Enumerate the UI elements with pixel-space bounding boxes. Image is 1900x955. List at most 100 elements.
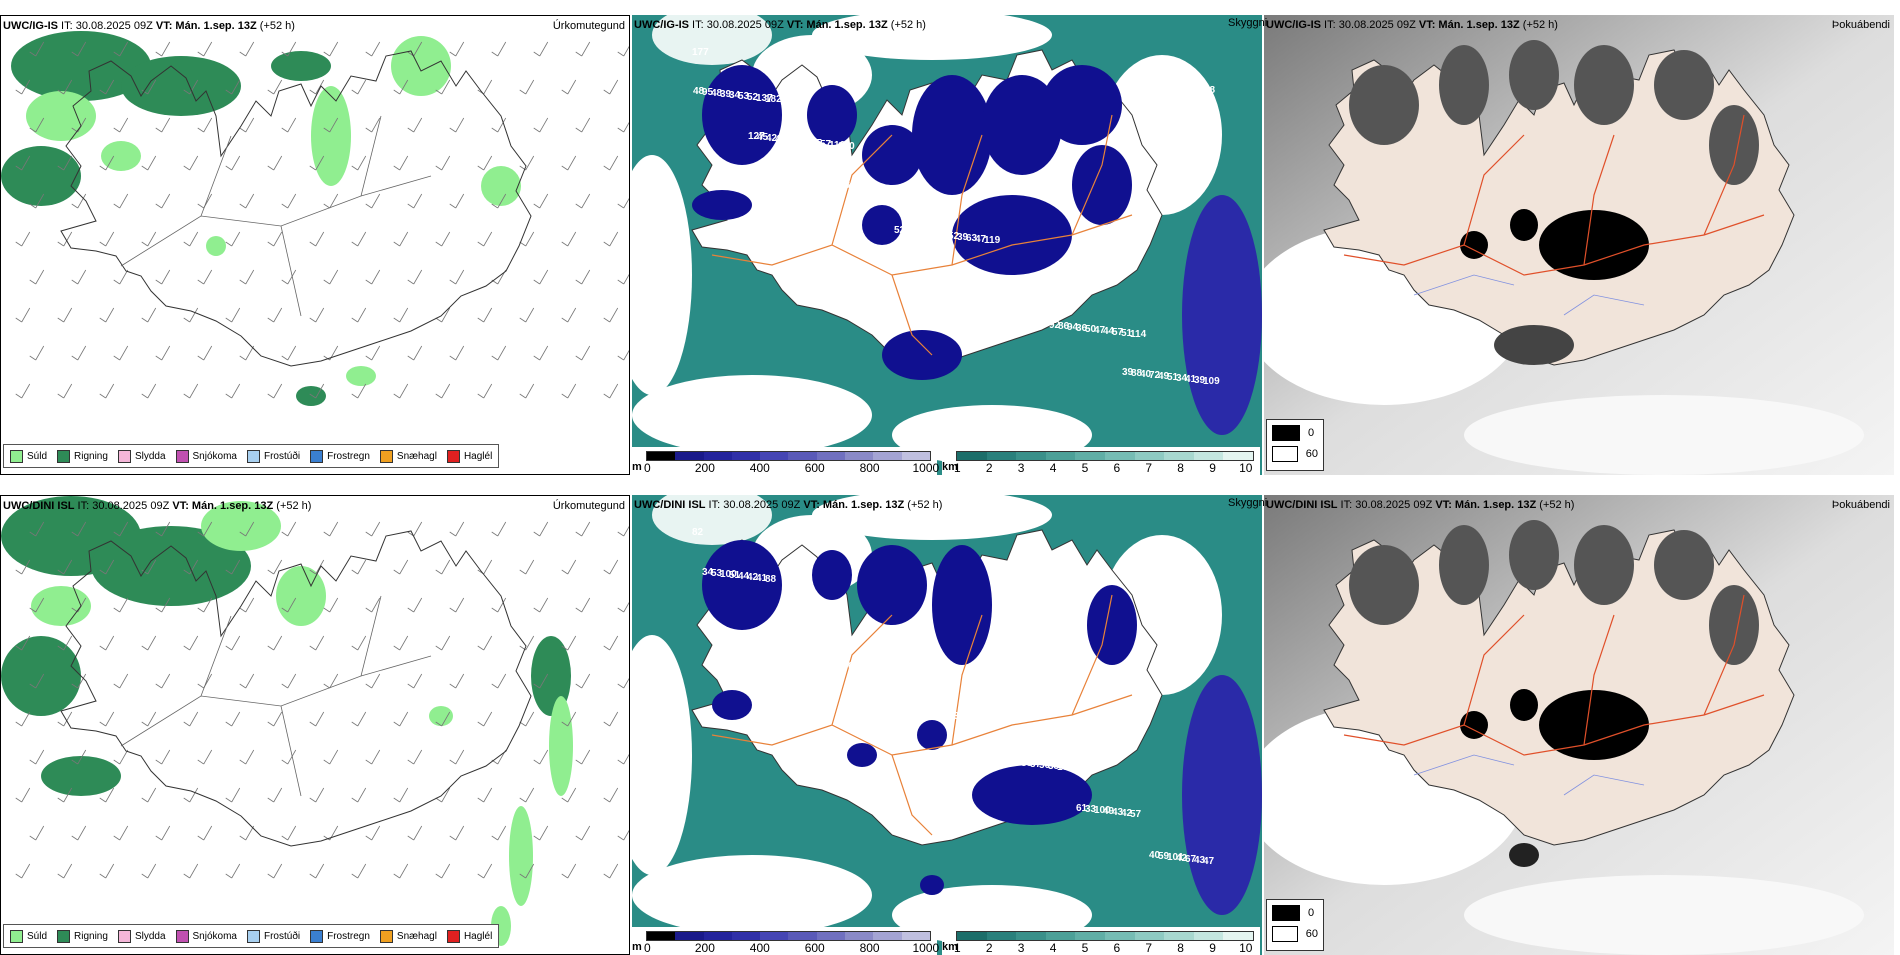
wind-barb bbox=[225, 559, 241, 575]
colorbar-unit: km bbox=[942, 461, 958, 473]
colorbar-tick-label: 8 bbox=[1177, 941, 1184, 955]
precip-legend-item: Súld bbox=[10, 929, 47, 943]
wind-barb bbox=[435, 559, 451, 575]
visibility-value-label: 127 bbox=[748, 131, 765, 142]
wind-barb bbox=[155, 193, 171, 209]
rain-area bbox=[26, 91, 96, 141]
low-visibility-area bbox=[847, 743, 877, 767]
visibility-value-label: 91 bbox=[930, 709, 942, 720]
panel-title: UWC/DINI ISL IT: 30.08.2025 09Z VT: Mán.… bbox=[634, 499, 943, 511]
wind-barb bbox=[533, 193, 549, 209]
visibility-value-label: 116 bbox=[829, 140, 846, 151]
wind-barb bbox=[617, 753, 629, 765]
wind-barb bbox=[407, 269, 423, 285]
visibility-value-label: 47 bbox=[1203, 856, 1215, 867]
colorbar-step bbox=[788, 932, 817, 940]
colorbar-meters: m 0 200 400 600 800 1000 bbox=[632, 927, 939, 955]
wind-barb bbox=[29, 597, 45, 613]
wind-barb bbox=[57, 635, 73, 651]
visibility-value-label: 34 bbox=[702, 567, 714, 578]
wind-barb bbox=[449, 673, 465, 689]
wind-barb bbox=[225, 711, 241, 727]
wind-barb bbox=[113, 749, 129, 765]
wind-barb bbox=[365, 193, 381, 209]
fog-patch bbox=[1654, 530, 1714, 600]
visibility-value-label: 129 bbox=[911, 668, 928, 679]
wind-barb bbox=[533, 269, 549, 285]
fog-patch bbox=[1709, 585, 1759, 665]
visibility-value-label: 50 bbox=[1085, 324, 1097, 335]
wind-barb bbox=[113, 117, 129, 133]
visibility-value-label: 41 bbox=[756, 573, 768, 584]
visibility-value-label: 94 bbox=[1067, 322, 1079, 333]
visibility-value-label: 41 bbox=[784, 135, 796, 146]
wind-barb bbox=[71, 193, 87, 209]
wind-barb bbox=[29, 673, 45, 689]
precip-legend-item: Frostregn bbox=[310, 929, 370, 943]
visibility-value-label: 44 bbox=[1103, 326, 1115, 337]
visibility-value-label: 39 bbox=[957, 232, 969, 243]
wind-barb bbox=[351, 79, 367, 95]
wind-barb bbox=[99, 635, 115, 651]
colorbar-tick-label: 9 bbox=[1209, 461, 1216, 475]
wind-barb bbox=[267, 863, 283, 879]
legend-label: Snjókoma bbox=[192, 450, 237, 462]
precip-legend-item: Frostúði bbox=[246, 449, 301, 463]
wind-barb bbox=[155, 597, 171, 613]
colorbar-tick-label: 3 bbox=[1017, 461, 1025, 475]
wind-barb bbox=[575, 749, 591, 765]
wind-barb bbox=[141, 307, 157, 323]
wind-barb bbox=[407, 117, 423, 133]
legend-label: Frostúði bbox=[263, 930, 301, 942]
wind-barb bbox=[575, 345, 591, 361]
wind-barb bbox=[113, 521, 129, 537]
wind-barb bbox=[533, 749, 549, 765]
wind-barb bbox=[197, 749, 213, 765]
wind-barb bbox=[113, 193, 129, 209]
colorbar-step bbox=[1016, 932, 1046, 940]
visibility-value-label: 34 bbox=[1176, 373, 1188, 384]
wind-barb bbox=[99, 863, 115, 879]
visibility-value-label: 59 bbox=[1158, 851, 1170, 862]
fog-patch bbox=[1439, 525, 1489, 605]
precip-map bbox=[1, 31, 629, 406]
wind-barb bbox=[155, 41, 171, 57]
colorbar-step bbox=[1164, 932, 1194, 940]
colorbar-step bbox=[957, 452, 987, 460]
visibility-value-label: 47 bbox=[975, 234, 987, 245]
colorbar-unit: m bbox=[632, 461, 642, 473]
wind-barb bbox=[323, 597, 339, 613]
colorbar-step bbox=[873, 452, 902, 460]
wind-barb bbox=[309, 559, 325, 575]
low-visibility-area bbox=[917, 720, 947, 750]
wind-barb bbox=[477, 635, 493, 651]
wind-barb bbox=[57, 307, 73, 323]
wind-barb bbox=[141, 559, 157, 575]
wind-barb bbox=[617, 197, 629, 209]
legend-label: Frostúði bbox=[263, 450, 301, 462]
wind-barb bbox=[351, 635, 367, 651]
wind-barb bbox=[323, 41, 339, 57]
visibility-value-label: 95 bbox=[702, 87, 714, 98]
wind-barb bbox=[365, 597, 381, 613]
wind-barb bbox=[183, 559, 199, 575]
wind-barb bbox=[281, 117, 297, 133]
wind-barb bbox=[71, 41, 87, 57]
visibility-value-label: 42 bbox=[1121, 808, 1133, 819]
fog-patch bbox=[1439, 45, 1489, 125]
visibility-value-label: 88 bbox=[1204, 85, 1216, 96]
wind-barb bbox=[309, 231, 325, 247]
wind-barb bbox=[113, 597, 129, 613]
colorbar-step bbox=[647, 452, 676, 460]
wind-barb bbox=[603, 559, 619, 575]
rain-area bbox=[346, 366, 376, 386]
visibility-value-label: 52 bbox=[747, 92, 759, 103]
visibility-value-label: 51 bbox=[729, 570, 741, 581]
wind-barb bbox=[449, 597, 465, 613]
wind-barbs bbox=[15, 41, 629, 399]
precip-map bbox=[1, 496, 629, 946]
wind-barb bbox=[435, 711, 451, 727]
wind-barb bbox=[281, 269, 297, 285]
visibility-value-label: 44 bbox=[985, 274, 997, 285]
colorbar-step bbox=[1193, 932, 1224, 940]
